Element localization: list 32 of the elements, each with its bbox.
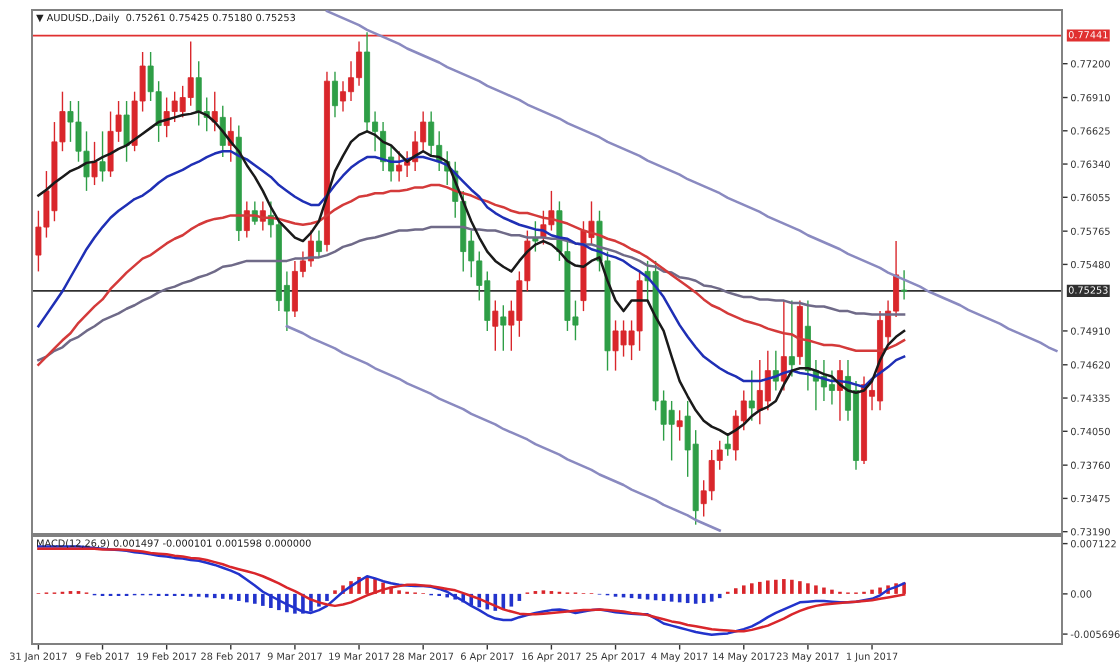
candlestick	[756, 359, 763, 425]
candlestick	[620, 319, 627, 358]
candlestick	[500, 304, 507, 352]
candlestick	[187, 40, 194, 107]
candlestick	[492, 299, 499, 352]
candlestick	[195, 60, 202, 127]
candlestick	[107, 110, 114, 178]
candlestick	[171, 90, 178, 123]
candlestick	[315, 229, 322, 259]
candlestick	[764, 350, 771, 411]
candlestick	[340, 80, 346, 113]
candlestick	[708, 449, 715, 501]
candlestick	[291, 260, 298, 318]
candlestick	[901, 269, 908, 301]
candlestick	[724, 435, 731, 457]
candlestick	[748, 369, 755, 422]
candlestick	[356, 40, 363, 87]
candlestick	[123, 100, 130, 163]
candlestick	[788, 299, 795, 378]
candlestick	[668, 400, 675, 462]
candlestick	[428, 110, 435, 158]
candlestick	[91, 141, 98, 186]
candlestick	[396, 150, 403, 183]
candlestick	[99, 130, 106, 183]
line-series	[325, 10, 1058, 353]
candlestick	[676, 409, 683, 442]
candlestick	[828, 369, 835, 406]
line-series	[285, 325, 721, 532]
candlestick	[332, 71, 338, 119]
candlestick	[404, 150, 411, 178]
candlestick	[179, 85, 186, 119]
candlestick	[612, 319, 619, 372]
